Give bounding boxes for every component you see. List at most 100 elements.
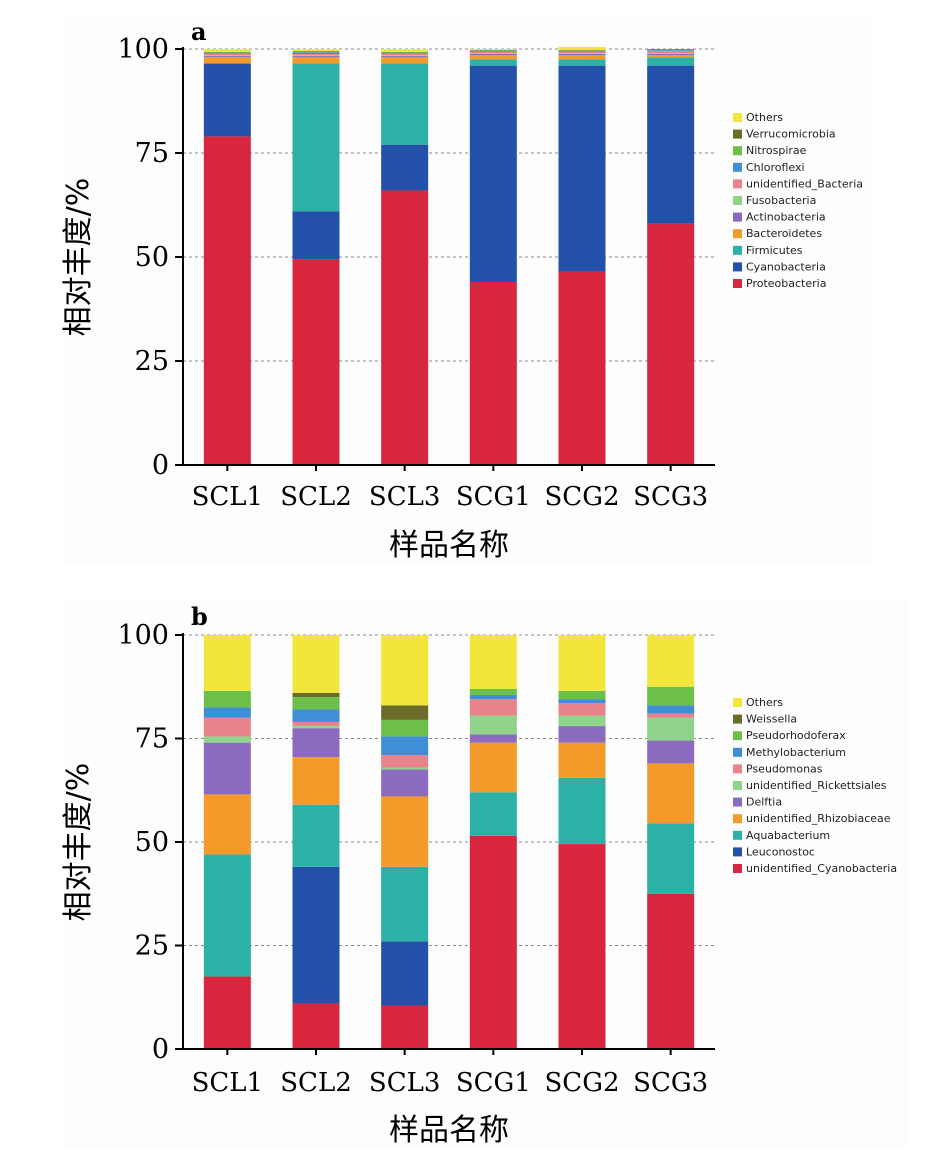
legend-swatch (733, 212, 742, 222)
legend-swatch (733, 814, 742, 824)
legend-swatch (733, 731, 742, 741)
bar-segment-scl2-fusobacteria (292, 55, 340, 57)
bar-segment-scl2-pseudorhodoferax (292, 697, 340, 710)
bar-segment-scg1-others (469, 635, 517, 689)
bar-segment-scg1-others (469, 49, 517, 50)
bar-segment-scl2-cyanobacteria (292, 211, 340, 260)
bar-segment-scg3-unidentified-rickettsiales (647, 717, 695, 741)
bar-segment-scl3-nitrospirae (381, 52, 429, 54)
bar-segment-scl2-chloroflexi (292, 52, 340, 54)
bar-segment-scg2-actinobacteria (558, 53, 606, 56)
bar-segment-scg3-unidentified-cyanobacteria (647, 893, 695, 1049)
bar-segment-scg2-methylobacterium (558, 699, 606, 704)
bar-segment-scl2-others (292, 635, 340, 693)
bar-segment-scl1-aquabacterium (203, 854, 251, 977)
bar-segment-scg2-unidentified-bacteria (558, 51, 606, 54)
bar-segment-scl3-methylobacterium (381, 736, 429, 756)
y-tick-label: 100 (117, 620, 169, 651)
bar-segment-scl1-proteobacteria (203, 136, 251, 466)
bar-segment-scg2-pseudorhodoferax (558, 690, 606, 700)
legend-swatch (733, 714, 742, 724)
legend-swatch (733, 864, 742, 873)
x-tick-label: SCG3 (633, 482, 708, 512)
legend-label: Chloroflexi (746, 161, 805, 174)
legend: Others Weissella Pseudorhodoferax Methyloba… (733, 696, 897, 875)
legend-swatch (733, 162, 742, 172)
bar-segment-scl2-delftia (292, 728, 340, 758)
chart-panel-a: 0 25 50 75 100 SCL1 SCL2 SCL3 SCG1 SCG2 SCG3 a 样品名称 相… (61, 17, 863, 563)
legend-label: Pseudorhodoferax (746, 729, 846, 742)
x-tick-label: SCG3 (633, 1068, 708, 1098)
bar-segment-scl1-methylobacterium (203, 707, 251, 718)
bar-segment-scg2-unidentified-rickettsiales (558, 715, 606, 727)
bar-segment-scg1-nitrospirae (469, 50, 517, 52)
legend-label: Aquabacterium (746, 829, 830, 842)
x-tick-label: SCL2 (280, 482, 352, 512)
bar-segment-scl3-weissella (381, 705, 429, 720)
bar-segment-scl1-unidentified-cyanobacteria (203, 976, 251, 1049)
x-tick-label: SCG2 (544, 1068, 619, 1098)
bar-segment-scg3-firmicutes (647, 57, 695, 66)
legend-label: Proteobacteria (746, 277, 826, 290)
bar-segment-scg2-proteobacteria (558, 271, 606, 465)
bar-segment-scg3-methylobacterium (647, 705, 695, 714)
legend-label: Fusobacteria (746, 194, 816, 207)
bar-segment-scl1-bacteroidetes (203, 57, 251, 64)
legend: Others Verrucomicrobia Nitrospirae Chlorofl… (733, 111, 863, 290)
bar-segment-scg2-chloroflexi (558, 51, 606, 52)
x-tick-label: SCG1 (456, 1068, 531, 1098)
bar-segment-scg2-aquabacterium (558, 777, 606, 845)
bar-segment-scg3-chloroflexi (647, 50, 695, 52)
chart-panel-b: 0 25 50 75 100 SCL1 SCL2 SCL3 SCG1 SCG2 SCG3 b 样品名称 相… (61, 602, 897, 1148)
bar-segment-scl1-fusobacteria (203, 55, 251, 57)
legend-swatch (733, 229, 742, 239)
x-axis-title: 样品名称 (389, 1113, 509, 1148)
bar-segment-scg1-aquabacterium (469, 792, 517, 836)
bar-segment-scg2-unidentified-rhizobiaceae (558, 742, 606, 778)
legend-swatch (733, 113, 742, 122)
x-tick-label: SCG2 (544, 482, 619, 512)
bar-segment-scg1-pseudomonas (469, 699, 517, 716)
bar-segment-scl2-actinobacteria (292, 56, 340, 58)
bar-segment-scl1-actinobacteria (203, 56, 251, 58)
bar-segment-scg2-others (558, 46, 606, 50)
bar-segment-scg1-unidentified-bacteria (469, 51, 517, 54)
x-tick-label: SCL3 (369, 1068, 441, 1098)
bar-segment-scl3-unidentified-rhizobiaceae (381, 796, 429, 867)
bar-segment-scg1-methylobacterium (469, 695, 517, 700)
y-tick-label: 0 (152, 1034, 169, 1065)
legend-label: Firmicutes (746, 244, 803, 257)
bar-segment-scg2-fusobacteria (558, 53, 606, 54)
legend-label: unidentified_Rickettsiales (746, 779, 887, 792)
bar-segment-scl3-proteobacteria (381, 190, 429, 465)
bar-segment-scl1-nitrospirae (203, 52, 251, 54)
bar-segment-scl3-actinobacteria (381, 56, 429, 58)
panel-label: a (191, 17, 207, 46)
bar-segment-scg3-unidentified-bacteria (647, 51, 695, 54)
bar-segment-scl2-others (292, 49, 340, 52)
bar-segment-scl2-leuconostoc (292, 866, 340, 1004)
bar-segment-scg3-proteobacteria (647, 223, 695, 465)
bar-segment-scg1-proteobacteria (469, 281, 517, 465)
legend-swatch (733, 830, 742, 840)
bar-segment-scg2-pseudomonas (558, 703, 606, 716)
bar-segment-scg2-nitrospirae (558, 50, 606, 52)
bar-segment-scg3-cyanobacteria (647, 65, 695, 224)
bar-segment-scl3-firmicutes (381, 63, 429, 145)
bar-segment-scg1-bacteroidetes (469, 55, 517, 60)
bar-segment-scl2-firmicutes (292, 63, 340, 212)
y-tick-label: 25 (135, 931, 169, 962)
bar-segment-scg1-cyanobacteria (469, 65, 517, 282)
bar-segment-scl1-unidentified-rhizobiaceae (203, 794, 251, 855)
legend-label: Pseudomonas (746, 762, 823, 775)
legend-label: Delftia (746, 796, 782, 809)
panel-label: b (191, 602, 208, 631)
bar-segment-scl3-leuconostoc (381, 941, 429, 1006)
legend-label: Weissella (746, 713, 797, 726)
bar-segment-scg3-pseudomonas (647, 713, 695, 718)
legend-swatch (733, 179, 742, 189)
bar-segment-scg3-others (647, 635, 695, 687)
bar-segment-scg1-unidentified-rhizobiaceae (469, 742, 517, 793)
bar-segment-scl1-cyanobacteria (203, 63, 251, 137)
bar-segment-scg1-chloroflexi (469, 51, 517, 52)
